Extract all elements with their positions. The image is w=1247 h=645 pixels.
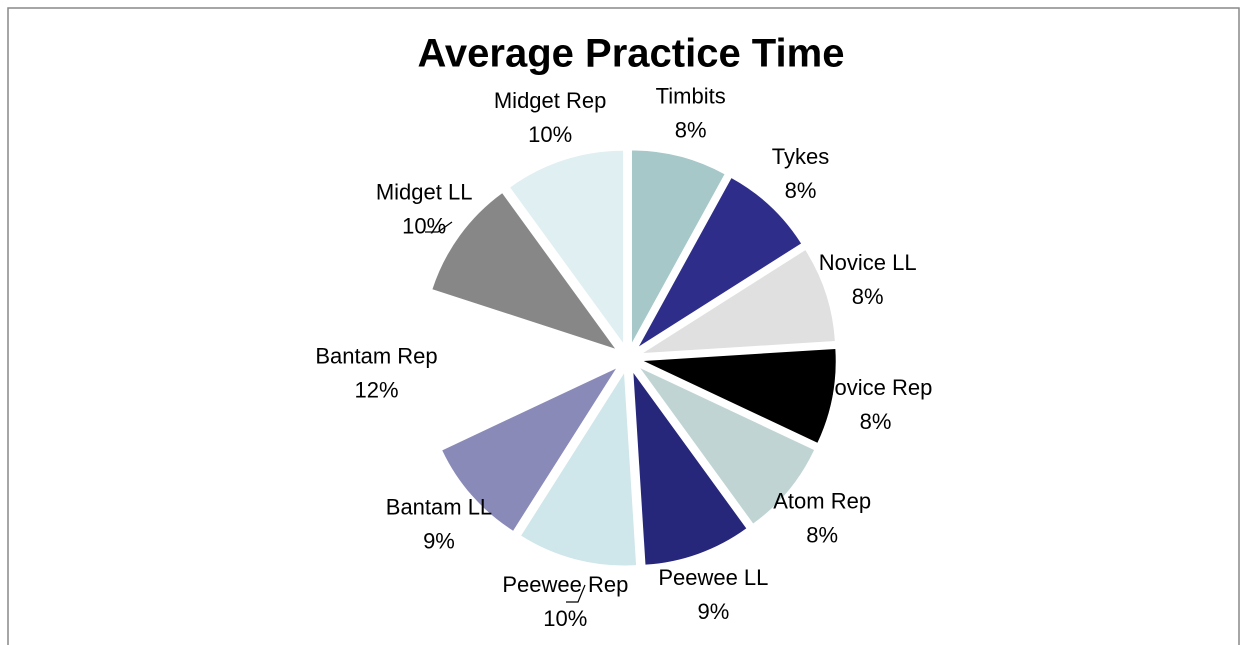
slice-value-label: 10% [543, 606, 587, 631]
pie-slice [521, 373, 637, 566]
slice-value-label: 10% [528, 122, 572, 147]
slice-label: Bantam LL [386, 494, 492, 519]
slice-label: Midget LL [376, 180, 473, 205]
slice-label: Bantam Rep [315, 344, 437, 369]
leader-line [425, 221, 453, 233]
chart-title: Average Practice Time [418, 32, 845, 76]
pie-slice [510, 150, 624, 343]
slice-label: Peewee LL [658, 565, 768, 590]
pie-slice [643, 348, 836, 443]
slice-label: Timbits [656, 84, 726, 109]
slice-value-label: 8% [806, 522, 838, 547]
slice-value-label: 8% [860, 409, 892, 434]
slice-value-label: 10% [402, 214, 446, 239]
pie-slice [643, 250, 835, 354]
slice-label: Midget Rep [494, 88, 607, 113]
slice-value-label: 12% [354, 378, 398, 403]
pie-slice [432, 193, 616, 349]
slice-label: Atom Rep [773, 488, 871, 513]
leader-line [566, 584, 586, 603]
slice-label: Novice Rep [819, 375, 933, 400]
slice-value-label: 8% [852, 284, 884, 309]
slice-label: Peewee Rep [502, 572, 628, 597]
slice-label: Novice LL [819, 250, 917, 275]
pie-slice [442, 368, 616, 531]
slice-value-label: 9% [697, 599, 729, 624]
slice-value-label: 8% [675, 118, 707, 143]
chart-frame [7, 7, 1240, 645]
pie-slice [631, 150, 725, 343]
pie-slice [640, 368, 815, 524]
pie-slice [638, 178, 802, 347]
slice-value-label: 8% [785, 178, 817, 203]
slice-label: Tykes [772, 144, 829, 169]
slice-value-label: 9% [423, 528, 455, 553]
pie-slice [633, 373, 747, 565]
pie-slice [420, 299, 613, 441]
